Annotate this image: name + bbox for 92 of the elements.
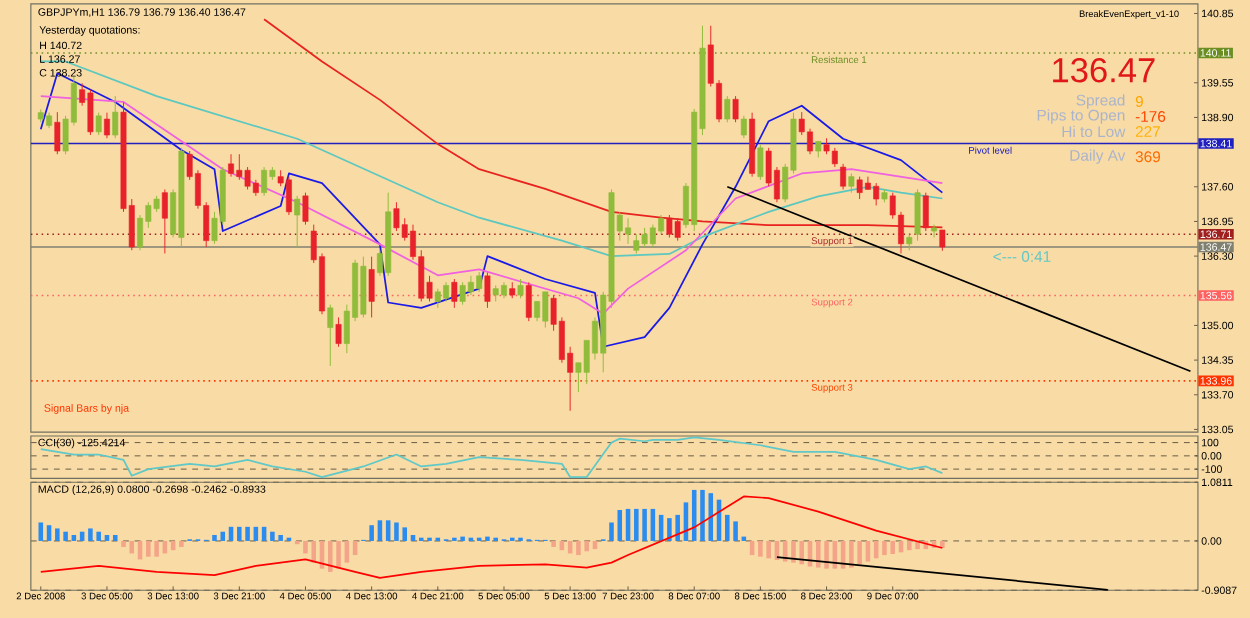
candlestick <box>451 278 458 309</box>
bar <box>394 522 399 542</box>
candlestick <box>360 256 367 319</box>
bar <box>758 541 763 558</box>
bar <box>642 509 647 542</box>
bar <box>154 541 159 558</box>
line-series <box>39 72 944 348</box>
bar <box>55 528 60 542</box>
bar <box>906 541 912 551</box>
bar <box>328 541 333 573</box>
candlestick <box>368 256 375 319</box>
candlestick <box>931 224 938 239</box>
bar <box>766 541 771 559</box>
candlestick <box>831 147 838 168</box>
candlestick <box>658 214 665 236</box>
bar <box>220 532 226 542</box>
candlestick <box>484 272 491 309</box>
bar <box>460 536 465 542</box>
candlestick <box>95 112 102 136</box>
bar <box>245 527 250 542</box>
candlestick <box>517 278 524 300</box>
candlestick <box>476 271 483 293</box>
candlestick <box>840 163 847 191</box>
bar <box>576 541 581 556</box>
bar <box>278 535 283 542</box>
bar <box>88 528 93 542</box>
bar <box>708 493 714 542</box>
annotation: 136.47 <box>1053 58 1155 83</box>
candlestick <box>459 282 466 306</box>
line-series <box>39 60 944 258</box>
candlestick <box>87 89 94 136</box>
candlestick <box>112 95 119 140</box>
bar <box>609 522 614 542</box>
candlestick <box>443 282 450 303</box>
candlestick <box>236 154 243 181</box>
line-series <box>39 436 944 479</box>
bar <box>857 541 862 565</box>
candlestick <box>335 317 342 348</box>
bar <box>63 532 68 542</box>
bar <box>675 515 680 542</box>
bar <box>270 532 275 542</box>
bar <box>402 527 407 542</box>
candlestick <box>104 112 110 140</box>
candlestick <box>467 275 474 296</box>
candlestick <box>757 144 764 181</box>
bar <box>799 541 805 565</box>
bar <box>940 541 945 549</box>
bar <box>890 541 895 555</box>
candlestick <box>724 95 731 124</box>
bar <box>667 518 672 542</box>
candlestick <box>302 192 309 226</box>
candlestick <box>873 182 880 207</box>
bar <box>733 521 738 542</box>
candlestick <box>914 189 921 242</box>
candlestick <box>525 282 532 322</box>
candlestick <box>54 111 61 156</box>
bar <box>700 490 705 542</box>
candlestick <box>294 195 301 248</box>
candlestick <box>161 189 168 255</box>
candlestick <box>649 224 656 248</box>
bar <box>38 522 44 542</box>
candlestick <box>641 227 648 248</box>
candlestick <box>848 173 855 194</box>
candlestick <box>393 202 400 232</box>
line-series <box>39 95 944 315</box>
bar <box>816 541 821 568</box>
bar <box>112 535 118 542</box>
bar <box>212 535 217 542</box>
bar <box>146 541 151 558</box>
line-series <box>39 495 944 580</box>
candlestick <box>434 288 441 309</box>
candlestick <box>633 234 640 255</box>
candlestick <box>856 176 863 200</box>
bar <box>584 541 589 552</box>
bar <box>311 541 317 563</box>
bar <box>725 515 730 542</box>
bar <box>369 525 374 542</box>
bar <box>551 541 556 548</box>
bar <box>237 527 242 542</box>
candlestick <box>740 115 747 140</box>
candlestick <box>244 166 251 191</box>
bar <box>485 536 490 542</box>
bar <box>179 541 184 548</box>
bar <box>849 541 854 568</box>
candlestick <box>732 95 739 124</box>
candlestick <box>285 176 292 216</box>
candlestick <box>542 291 549 329</box>
bar <box>121 541 126 548</box>
candlestick <box>261 166 268 197</box>
candlestick <box>327 304 334 367</box>
bar <box>634 509 639 542</box>
bar <box>96 532 101 542</box>
